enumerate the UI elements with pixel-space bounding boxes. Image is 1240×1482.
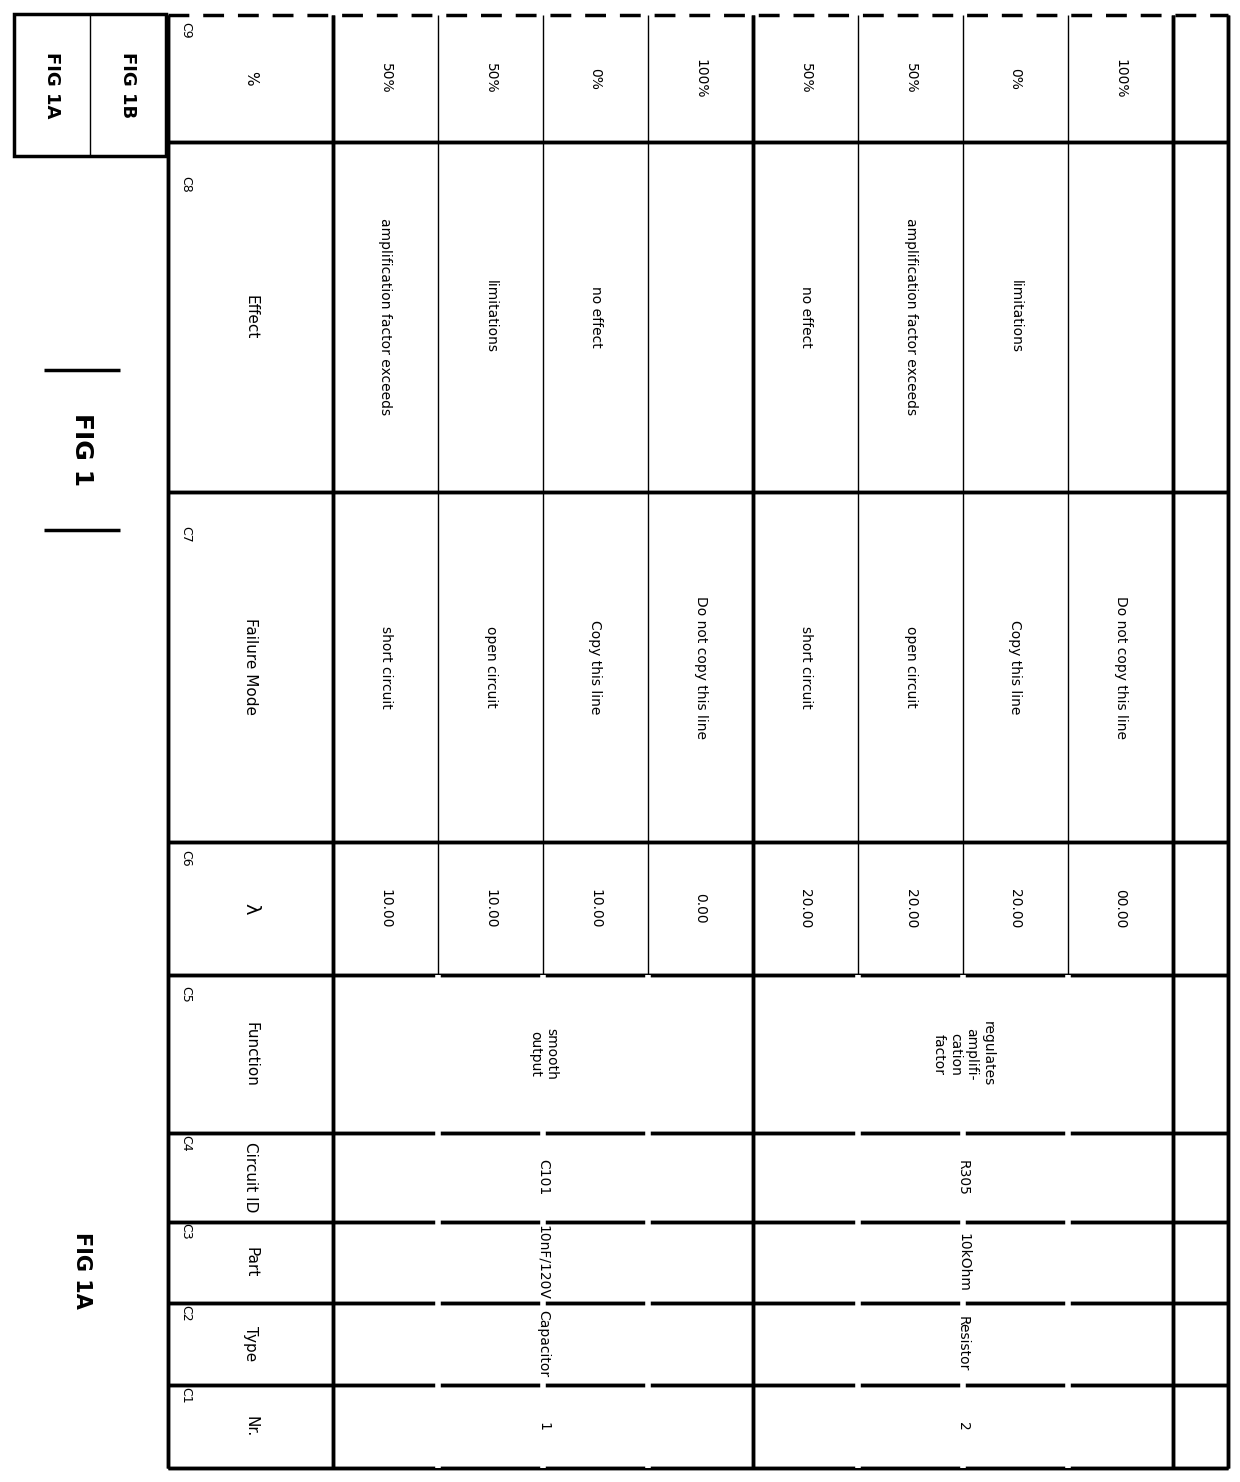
Text: R305: R305 <box>956 1159 970 1196</box>
Text: smooth
output: smooth output <box>528 1029 558 1080</box>
Text: 100%: 100% <box>1114 59 1127 98</box>
Text: Function: Function <box>243 1021 258 1086</box>
Text: Type: Type <box>243 1326 258 1362</box>
Text: 0%: 0% <box>589 68 603 89</box>
Text: no effect: no effect <box>799 286 812 348</box>
Text: C5: C5 <box>180 986 192 1002</box>
Text: Capacitor: Capacitor <box>536 1310 551 1378</box>
Text: C6: C6 <box>180 849 192 867</box>
Text: 50%: 50% <box>799 64 812 93</box>
Text: C1: C1 <box>180 1387 192 1403</box>
Text: C9: C9 <box>180 22 192 39</box>
Text: Failure Mode: Failure Mode <box>243 618 258 716</box>
Text: C4: C4 <box>180 1135 192 1152</box>
Text: C7: C7 <box>180 526 192 542</box>
Text: 0.00: 0.00 <box>693 894 708 923</box>
Text: Resistor: Resistor <box>956 1316 970 1372</box>
Text: Part: Part <box>243 1248 258 1277</box>
Text: Copy this line: Copy this line <box>1008 619 1023 714</box>
Text: λ: λ <box>241 903 260 914</box>
Text: Effect: Effect <box>243 295 258 339</box>
Text: 10.00: 10.00 <box>589 889 603 928</box>
Text: 10.00: 10.00 <box>378 889 393 928</box>
Text: C101: C101 <box>536 1159 551 1196</box>
Text: 20.00: 20.00 <box>799 889 812 928</box>
Text: 10nF/120V: 10nF/120V <box>536 1226 551 1300</box>
Text: regulates
amplifi-
cation
factor: regulates amplifi- cation factor <box>931 1021 994 1086</box>
Text: no effect: no effect <box>589 286 603 348</box>
Text: Do not copy this line: Do not copy this line <box>693 596 708 738</box>
Text: 0%: 0% <box>1008 68 1023 89</box>
Text: 50%: 50% <box>484 64 497 93</box>
Text: 1: 1 <box>536 1423 551 1432</box>
Text: short circuit: short circuit <box>378 625 393 708</box>
Text: %: % <box>243 71 258 86</box>
Text: limitations: limitations <box>484 280 497 354</box>
Text: 10kOhm: 10kOhm <box>956 1233 970 1292</box>
Text: short circuit: short circuit <box>799 625 812 708</box>
Text: Do not copy this line: Do not copy this line <box>1114 596 1127 738</box>
Text: 20.00: 20.00 <box>1008 889 1023 928</box>
Bar <box>14 13 166 156</box>
Text: amplification factor exceeds: amplification factor exceeds <box>378 218 393 415</box>
Text: Circuit ID: Circuit ID <box>243 1143 258 1212</box>
Text: FIG 1A: FIG 1A <box>43 52 61 119</box>
Text: 50%: 50% <box>378 64 393 93</box>
Text: FIG 1B: FIG 1B <box>119 52 136 119</box>
Text: 20.00: 20.00 <box>904 889 918 928</box>
Text: C3: C3 <box>180 1224 192 1240</box>
Text: C2: C2 <box>180 1304 192 1320</box>
Text: 00.00: 00.00 <box>1114 889 1127 928</box>
Text: 50%: 50% <box>904 64 918 93</box>
Text: limitations: limitations <box>1008 280 1023 354</box>
Text: C8: C8 <box>180 176 192 193</box>
Text: open circuit: open circuit <box>904 625 918 708</box>
Text: Nr.: Nr. <box>243 1415 258 1438</box>
Text: FIG 1: FIG 1 <box>69 413 94 486</box>
Text: amplification factor exceeds: amplification factor exceeds <box>904 218 918 415</box>
Text: 100%: 100% <box>693 59 708 98</box>
Text: 2: 2 <box>956 1423 970 1432</box>
Text: Copy this line: Copy this line <box>589 619 603 714</box>
Text: FIG 1A: FIG 1A <box>72 1232 92 1309</box>
Text: 10.00: 10.00 <box>484 889 497 928</box>
Text: open circuit: open circuit <box>484 625 497 708</box>
